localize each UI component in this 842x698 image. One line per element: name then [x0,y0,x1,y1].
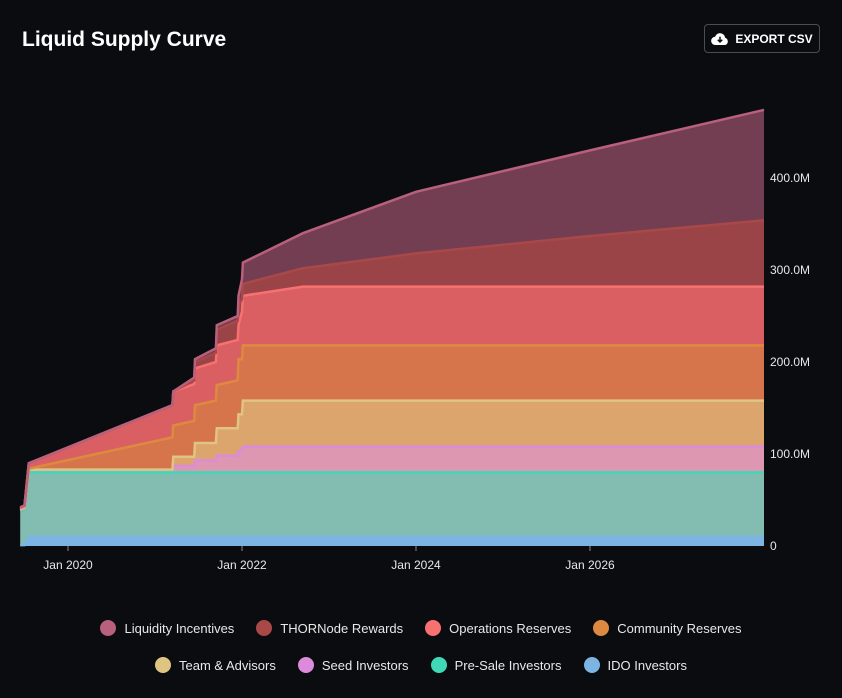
legend-dot [593,620,610,636]
line-ido-investors [20,535,764,547]
legend-dot [425,620,442,636]
legend-item-operations-reserves[interactable]: Operations Reserves [425,620,571,636]
legend-item-community-reserves[interactable]: Community Reserves [593,620,742,636]
page-title: Liquid Supply Curve [22,28,227,51]
area-operations-reserves [20,286,764,509]
legend-label: Liquidity Incentives [124,620,235,636]
legend-dot [430,657,447,673]
legend-dot [100,620,117,636]
export-csv-button[interactable]: EXPORT CSV [704,24,820,53]
legend-dot [297,657,314,673]
legend-item-liquidity-incentives[interactable]: Liquidity Incentives [100,620,234,636]
line-community-reserves [19,344,764,510]
legend-item-team-advisors[interactable]: Team & Advisors [155,657,276,673]
area-thornode-rewards [20,220,764,508]
legend-dot [155,657,172,673]
export-csv-label: EXPORT CSV [735,31,813,46]
x-tick-label: Jan 2026 [565,558,615,572]
area-community-reserves [20,345,764,510]
legend-dot [583,657,600,673]
legend-row-2: Team & Advisors Seed Investors Pre-Sale … [0,657,842,673]
y-tick-label: 300.0M [770,263,810,277]
y-tick-label: 100.0M [770,447,810,461]
legend-label: IDO Investors [607,657,687,673]
y-tick-label: 200.0M [770,355,810,369]
area-ido-investors [20,536,764,546]
area-pre-sale-investors [20,472,764,546]
line-liquidity-incentives [19,108,765,509]
line-team-advisors [19,399,764,511]
legend-label: Operations Reserves [449,620,572,636]
legend-item-seed-investors[interactable]: Seed Investors [297,657,409,673]
area-seed-investors [20,446,764,511]
legend-label: Community Reserves [617,620,742,636]
legend-row-1: Liquidity Incentives THORNode Rewards Op… [0,620,842,636]
y-tick-label: 0 [770,539,777,553]
legend-item-ido-investors[interactable]: IDO Investors [583,657,687,673]
legend-dot [256,620,273,636]
y-tick-label: 400.0M [770,171,810,185]
x-tick-label: Jan 2020 [43,558,93,572]
legend-item-thornode-rewards[interactable]: THORNode Rewards [256,620,403,636]
legend-label: THORNode Rewards [280,620,404,636]
x-tick-label: Jan 2024 [391,558,441,572]
x-tick-label: Jan 2022 [217,558,267,572]
legend-label: Seed Investors [321,657,409,673]
legend-label: Pre-Sale Investors [454,657,562,673]
stacked-area-chart: 0 100.0M 200.0M 300.0M 400.0M Jan 2020 Jan 202… [19,108,810,572]
area-liquidity-incentives [20,109,764,508]
line-pre-sale-investors [19,471,764,513]
cloud-download-icon [711,32,729,45]
area-team-advisors [20,400,764,511]
legend-item-pre-sale-investors[interactable]: Pre-Sale Investors [430,657,562,673]
legend-label: Team & Advisors [179,657,276,673]
